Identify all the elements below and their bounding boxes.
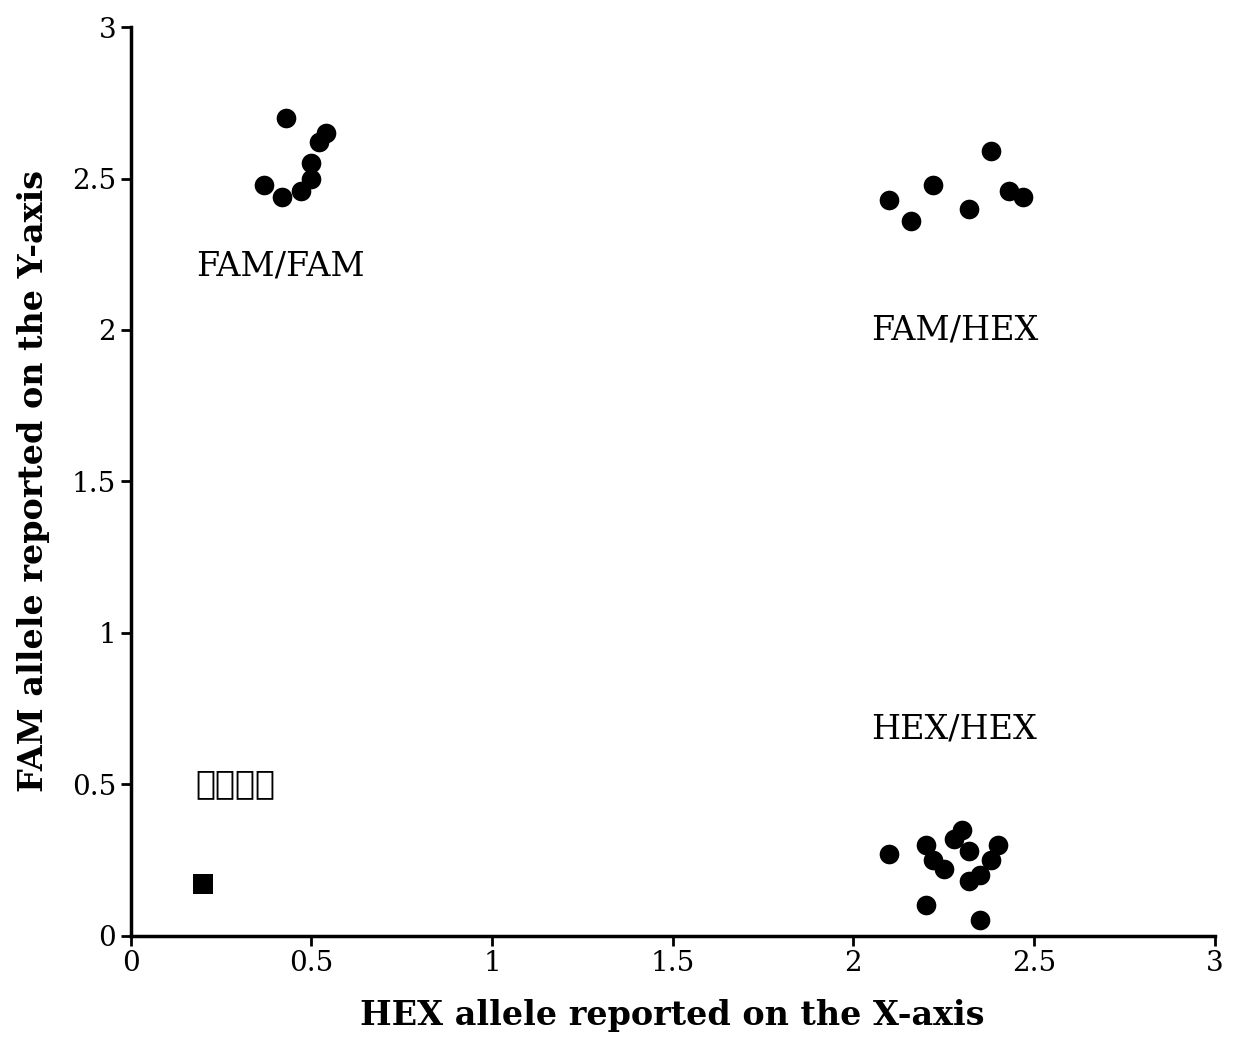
Text: HEX/HEX: HEX/HEX xyxy=(872,713,1037,746)
Point xyxy=(193,876,213,893)
X-axis label: HEX allele reported on the X-axis: HEX allele reported on the X-axis xyxy=(361,1000,985,1032)
Text: FAM/FAM: FAM/FAM xyxy=(196,251,365,282)
Point xyxy=(316,125,336,142)
Point xyxy=(988,836,1008,853)
Point xyxy=(290,183,310,199)
Point xyxy=(1013,189,1033,206)
Text: FAM/HEX: FAM/HEX xyxy=(872,314,1039,346)
Point xyxy=(301,155,321,172)
Point xyxy=(998,183,1018,199)
Point xyxy=(254,176,274,193)
Point xyxy=(959,873,978,890)
Point xyxy=(879,191,899,208)
Point xyxy=(981,852,1001,869)
Point xyxy=(923,176,942,193)
Y-axis label: FAM allele reported on the Y-axis: FAM allele reported on the Y-axis xyxy=(16,170,50,792)
Point xyxy=(915,897,935,914)
Point xyxy=(981,143,1001,159)
Point xyxy=(934,860,954,877)
Point xyxy=(309,134,329,151)
Point xyxy=(952,821,972,838)
Point xyxy=(970,912,990,928)
Point xyxy=(959,842,978,859)
Point xyxy=(901,213,921,230)
Point xyxy=(915,836,935,853)
Point xyxy=(301,170,321,187)
Point xyxy=(923,852,942,869)
Point xyxy=(277,109,296,126)
Point xyxy=(273,189,293,206)
Text: 空白对照: 空白对照 xyxy=(196,767,275,800)
Point xyxy=(879,845,899,862)
Point xyxy=(959,200,978,217)
Point xyxy=(970,866,990,883)
Point xyxy=(945,830,965,847)
